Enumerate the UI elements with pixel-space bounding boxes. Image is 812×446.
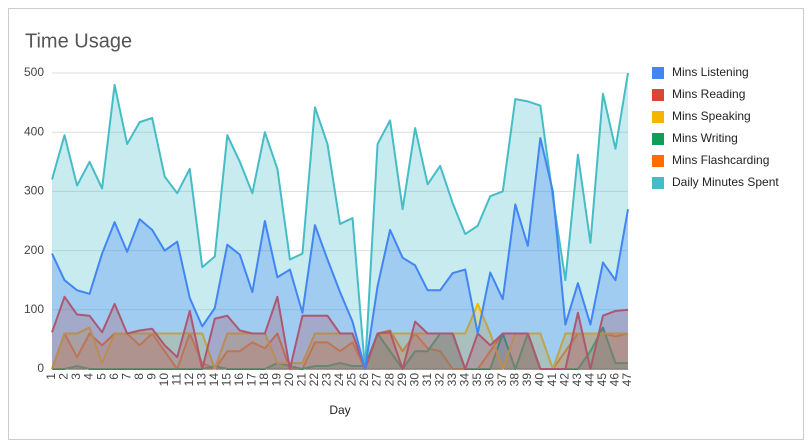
x-tick-label: 29 [395,373,409,387]
x-tick-label: 40 [533,373,547,387]
x-tick-label: 36 [482,373,496,387]
x-tick-label: 42 [558,373,572,387]
x-axis-label: Day [329,403,350,417]
x-tick-label: 46 [608,373,622,387]
x-tick-label: 22 [307,373,321,387]
x-tick-label: 47 [620,373,634,387]
legend-swatch [652,89,664,101]
x-tick-label: 33 [445,373,459,387]
area-fill [52,296,628,369]
x-tick-label: 19 [270,373,284,387]
legend-label: Mins Listening [672,65,749,79]
x-tick-label: 12 [182,373,196,387]
x-tick-label: 28 [382,373,396,387]
area-fill [52,330,628,369]
legend-label: Mins Speaking [672,109,751,123]
x-tick-label: 45 [595,373,609,387]
legend-swatch [652,177,664,189]
legend-swatch [652,111,664,123]
x-tick-label: 21 [295,373,309,387]
x-tick-label: 13 [194,373,208,387]
x-tick-label: 3 [69,373,83,380]
x-tick-label: 1 [44,373,58,380]
x-tick-label: 4 [82,373,96,380]
x-tick-label: 10 [157,373,171,387]
legend-label: Mins Flashcarding [672,153,769,167]
x-tick-label: 5 [94,373,108,380]
x-tick-label: 16 [232,373,246,387]
x-tick-label: 20 [282,373,296,387]
x-tick-label: 15 [219,373,233,387]
y-tick-label: 0 [37,361,44,375]
legend-label: Daily Minutes Spent [672,175,779,189]
legend-swatch [652,67,664,79]
chart-title: Time Usage [25,30,132,52]
x-tick-label: 6 [107,373,121,380]
x-tick-label: 11 [169,373,183,386]
y-tick-label: 200 [24,243,44,257]
x-tick-label: 23 [320,373,334,387]
x-tick-label: 27 [370,373,384,387]
x-tick-label: 9 [144,373,158,380]
area-fill [52,138,628,369]
x-tick-label: 26 [357,373,371,387]
area-fill [52,73,628,369]
x-tick-label: 31 [420,373,434,387]
x-tick-label: 17 [245,373,259,387]
x-tick-label: 30 [407,373,421,387]
x-tick-label: 34 [457,373,471,387]
x-tick-label: 8 [132,373,146,380]
series-line [51,72,629,370]
x-tick-label: 43 [570,373,584,387]
x-tick-label: 25 [345,373,359,387]
y-tick-label: 100 [24,302,44,316]
legend-swatch [652,155,664,167]
x-tick-label: 7 [119,373,133,380]
series-line [51,295,629,370]
x-tick-label: 38 [507,373,521,387]
x-tick-label: 44 [583,373,597,387]
y-tick-label: 300 [24,184,44,198]
x-tick-label: 14 [207,373,221,387]
x-tick-label: 37 [495,373,509,387]
x-tick-label: 18 [257,373,271,387]
x-tick-label: 2 [57,373,71,380]
chart-frame [8,8,804,440]
series-line [51,137,629,370]
legend-label: Mins Reading [672,87,745,101]
x-tick-label: 35 [470,373,484,387]
legend-label: Mins Writing [672,131,738,145]
x-tick-label: 41 [545,373,559,387]
x-tick-label: 24 [332,373,346,387]
x-tick-label: 39 [520,373,534,387]
y-tick-label: 400 [24,124,44,138]
legend-swatch [652,133,664,145]
y-tick-label: 500 [24,65,44,79]
x-tick-label: 32 [432,373,446,387]
